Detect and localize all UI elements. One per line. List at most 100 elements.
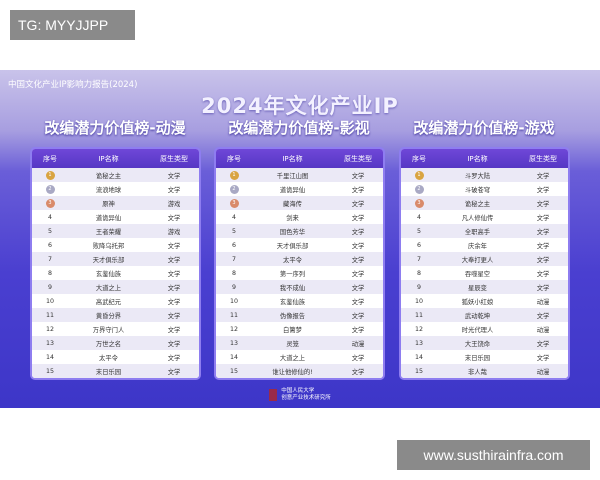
ip-name-cell: 万界守门人 [92, 326, 125, 334]
origin-type-cell: 文学 [351, 228, 365, 236]
table-row: 3 藏海传 文学 [216, 196, 383, 210]
ip-name-cell: 诡秘之主 [95, 172, 122, 180]
rank-cell: 1 [216, 170, 252, 180]
rank-cell: 7 [47, 255, 52, 263]
table-row: 1 斗罗大陆 文学 [401, 168, 568, 182]
ip-name-cell: 末日乐园 [95, 368, 122, 376]
ip-name-cell: 藏海传 [283, 200, 302, 208]
origin-type-cell: 文学 [536, 242, 550, 250]
column-header: 原生类型 [344, 154, 372, 163]
medal-icon: 1 [414, 170, 424, 180]
rank-cell: 8 [231, 269, 236, 277]
rank-cell: 5 [416, 227, 421, 235]
origin-type-cell: 文学 [167, 312, 181, 320]
ip-name-cell: 谁让他修仙的! [272, 368, 313, 376]
rank-cell: 13 [229, 339, 238, 347]
medal-icon: 2 [414, 184, 424, 194]
ip-name-cell: 道诡异仙 [279, 186, 306, 194]
table-row: 10 玄鉴仙族 文学 [216, 294, 383, 308]
origin-type-cell: 文学 [351, 354, 365, 362]
table-row: 3 原神 游戏 [32, 196, 199, 210]
rank-cell: 4 [47, 213, 52, 221]
rank-cell: 10 [414, 297, 423, 305]
rank-cell: 15 [45, 367, 54, 375]
ip-name-cell: 剑来 [286, 214, 299, 222]
column-header: 原生类型 [160, 154, 188, 163]
footer-logo: 中国人民大学 创意产业技术研究所 [0, 388, 600, 402]
rank-cell: 14 [414, 353, 423, 361]
table-row: 13 大王饶命 文学 [401, 336, 568, 350]
table-row: 11 黄昏分界 文学 [32, 308, 199, 322]
rank-cell: 12 [229, 325, 238, 333]
medal-icon: 2 [229, 184, 239, 194]
ip-name-cell: 全职高手 [464, 228, 491, 236]
origin-type-cell: 文学 [351, 368, 365, 376]
ranking-table-film: 序号 IP名称 原生类型 1 千里江山图 文学 2 道诡异仙 文学 3 藏海传 文学 4 剑来 文学 5 国色芳… [214, 147, 385, 380]
ip-name-cell: 道诡异仙 [95, 214, 122, 222]
origin-type-cell: 文学 [167, 284, 181, 292]
origin-type-cell: 文学 [167, 340, 181, 348]
table-row: 7 天才俱乐部 文学 [32, 252, 199, 266]
rank-cell: 9 [47, 283, 52, 291]
medal-icon: 1 [229, 170, 239, 180]
ip-name-cell: 白篱梦 [283, 326, 302, 334]
table-row: 12 白篱梦 文学 [216, 322, 383, 336]
origin-type-cell: 文学 [536, 284, 550, 292]
ip-name-cell: 凡人修仙传 [461, 214, 494, 222]
rank-cell: 13 [45, 339, 54, 347]
ip-name-cell: 大王饶命 [464, 340, 491, 348]
ip-name-cell: 我不成仙 [279, 284, 306, 292]
ip-name-cell: 诡秘之主 [464, 200, 491, 208]
table-row: 13 万世之名 文学 [32, 336, 199, 350]
report-label: 中国文化产业IP影响力报告(2024) [8, 80, 138, 90]
rank-cell: 6 [231, 241, 236, 249]
origin-type-cell: 文学 [351, 256, 365, 264]
table-header: 序号 IP名称 原生类型 [401, 149, 568, 168]
origin-type-cell: 文学 [536, 256, 550, 264]
ip-name-cell: 时光代理人 [461, 326, 494, 334]
table-row: 1 千里江山图 文学 [216, 168, 383, 182]
ip-name-cell: 斗破苍穹 [464, 186, 491, 194]
table-row: 10 狐妖小红娘 动漫 [401, 294, 568, 308]
university-logo-icon [269, 389, 278, 401]
rank-cell: 3 [401, 198, 437, 208]
ip-name-cell: 千里江山图 [276, 172, 309, 180]
origin-type-cell: 文学 [351, 186, 365, 194]
origin-type-cell: 文学 [167, 270, 181, 278]
origin-type-cell: 文学 [536, 312, 550, 320]
origin-type-cell: 文学 [167, 186, 181, 194]
medal-icon: 3 [414, 198, 424, 208]
ip-name-cell: 玄鉴仙族 [279, 298, 306, 306]
ip-name-cell: 玄鉴仙族 [95, 270, 122, 278]
origin-type-cell: 文学 [536, 186, 550, 194]
table-row: 9 我不成仙 文学 [216, 280, 383, 294]
table-row: 12 时光代理人 动漫 [401, 322, 568, 336]
ip-name-cell: 原神 [102, 200, 115, 208]
rank-cell: 5 [231, 227, 236, 235]
rank-cell: 4 [416, 213, 421, 221]
table-row: 11 伪像报告 文学 [216, 308, 383, 322]
ip-name-cell: 伪像报告 [279, 312, 306, 320]
origin-type-cell: 文学 [536, 172, 550, 180]
table-row: 5 全职高手 文学 [401, 224, 568, 238]
rank-cell: 7 [231, 255, 236, 263]
rank-cell: 12 [45, 325, 54, 333]
table-row: 4 道诡异仙 文学 [32, 210, 199, 224]
table-row: 2 斗破苍穹 文学 [401, 182, 568, 196]
origin-type-cell: 文学 [536, 270, 550, 278]
table-row: 6 天才俱乐部 文学 [216, 238, 383, 252]
table-row: 15 末日乐园 文学 [32, 364, 199, 378]
ip-name-cell: 黄昏分界 [95, 312, 122, 320]
table-row: 8 吞噬星空 文学 [401, 266, 568, 280]
table-row: 3 诡秘之主 文学 [401, 196, 568, 210]
origin-type-cell: 游戏 [167, 228, 181, 236]
rank-cell: 11 [229, 311, 238, 319]
watermark-url: www.susthirainfra.com [397, 440, 590, 470]
ip-name-cell: 流浪地球 [95, 186, 122, 194]
origin-type-cell: 文学 [167, 256, 181, 264]
ip-name-cell: 高武纪元 [95, 298, 122, 306]
footer-line1: 中国人民大学 [281, 388, 315, 394]
column-header: IP名称 [282, 154, 303, 163]
table-row: 11 武动乾坤 文学 [401, 308, 568, 322]
rank-cell: 6 [47, 241, 52, 249]
